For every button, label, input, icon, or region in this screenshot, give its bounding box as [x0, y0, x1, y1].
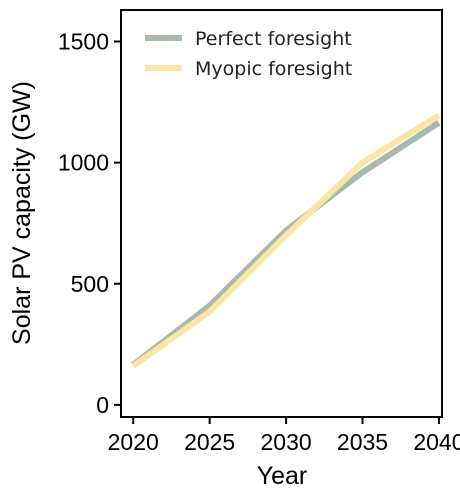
y-axis-label: Solar PV capacity (GW) — [8, 81, 36, 345]
y-tick-label: 0 — [96, 392, 109, 418]
x-tick-label: 2030 — [260, 429, 311, 455]
x-axis-ticks: 2020 2025 2030 2035 2040 — [108, 417, 460, 455]
y-axis-ticks: 0 500 1000 1500 — [58, 28, 121, 418]
plot-frame — [120, 9, 443, 418]
x-axis-label: Year — [257, 462, 308, 488]
y-tick-label: 1500 — [58, 28, 109, 54]
series-line-myopic-foresight — [131, 112, 441, 369]
y-tick-label: 500 — [71, 271, 109, 297]
y-tick-label: 1000 — [58, 150, 109, 176]
series-line-perfect-foresight — [131, 120, 441, 368]
x-tick-label: 2040 — [413, 429, 460, 455]
x-tick-label: 2035 — [337, 429, 388, 455]
legend: Perfect foresight Myopic foresight — [145, 28, 352, 80]
legend-label-perfect-foresight: Perfect foresight — [195, 28, 352, 50]
series-lines — [131, 112, 441, 369]
x-tick-label: 2025 — [184, 429, 235, 455]
legend-label-myopic-foresight: Myopic foresight — [195, 58, 352, 80]
x-tick-label: 2020 — [108, 429, 159, 455]
